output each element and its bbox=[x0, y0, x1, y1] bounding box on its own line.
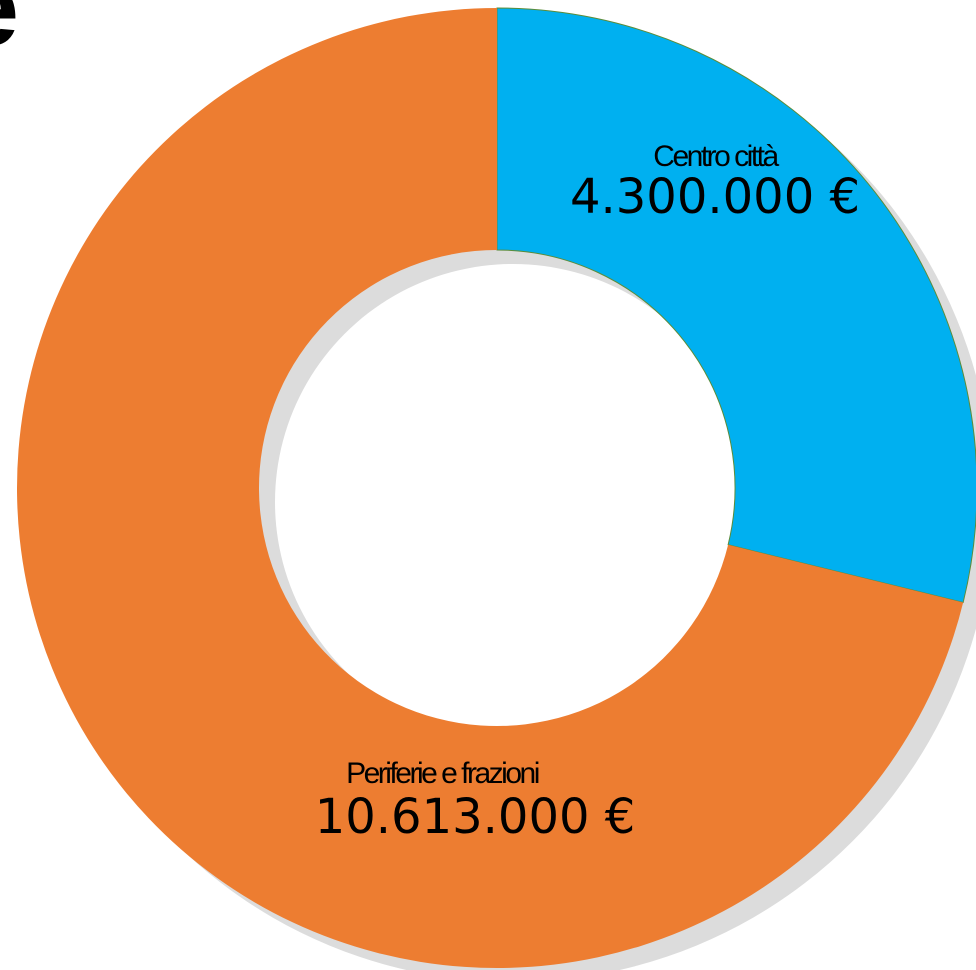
chart-title: e bbox=[0, 0, 19, 69]
donut-slice bbox=[17, 8, 964, 968]
slice-category-label: Periferie e frazioni bbox=[346, 757, 539, 790]
slice-category-label: Centro città bbox=[653, 140, 779, 173]
slice-value-label: 10.613.000 € bbox=[315, 789, 636, 845]
slice-value-label: 4.300.000 € bbox=[570, 169, 860, 225]
donut-slice bbox=[496, 7, 976, 604]
